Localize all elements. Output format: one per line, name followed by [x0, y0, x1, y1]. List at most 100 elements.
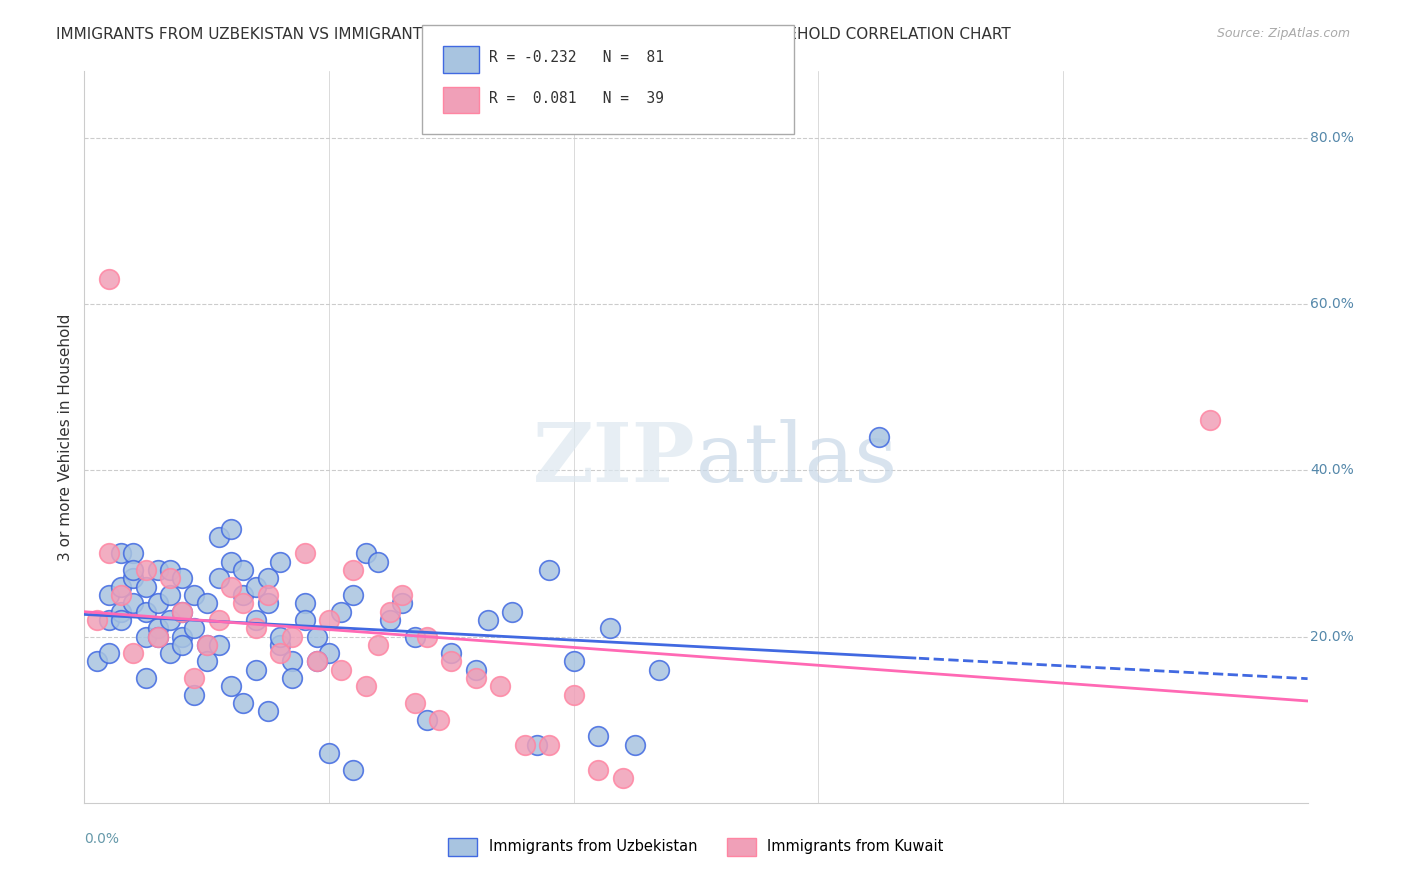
Point — [122, 646, 145, 660]
Point — [159, 646, 181, 660]
Point — [146, 563, 169, 577]
Text: Source: ZipAtlas.com: Source: ZipAtlas.com — [1216, 27, 1350, 40]
Point — [354, 680, 377, 694]
Point — [172, 630, 194, 644]
Point — [208, 530, 231, 544]
Point — [318, 746, 340, 760]
Point — [97, 588, 120, 602]
Point — [257, 571, 280, 585]
Point — [354, 546, 377, 560]
Point — [281, 630, 304, 644]
Point — [380, 613, 402, 627]
Point — [294, 546, 316, 560]
Point — [232, 588, 254, 602]
Point — [404, 630, 426, 644]
Point — [648, 663, 671, 677]
Point — [122, 546, 145, 560]
Point — [97, 546, 120, 560]
Point — [195, 655, 218, 669]
Point — [404, 696, 426, 710]
Point — [586, 729, 609, 743]
Point — [281, 671, 304, 685]
Point — [110, 605, 132, 619]
Point — [869, 430, 891, 444]
Point — [416, 713, 439, 727]
Point — [135, 580, 157, 594]
Point — [172, 605, 194, 619]
Point — [526, 738, 548, 752]
Point — [135, 671, 157, 685]
Point — [367, 638, 389, 652]
Point — [122, 571, 145, 585]
Point — [208, 613, 231, 627]
Point — [86, 613, 108, 627]
Point — [538, 738, 561, 752]
Point — [330, 663, 353, 677]
Point — [305, 655, 328, 669]
Point — [97, 272, 120, 286]
Point — [440, 646, 463, 660]
Text: 60.0%: 60.0% — [1310, 297, 1354, 311]
Point — [599, 621, 621, 635]
Text: 40.0%: 40.0% — [1310, 463, 1354, 477]
Point — [172, 638, 194, 652]
Text: R =  0.081   N =  39: R = 0.081 N = 39 — [489, 91, 664, 105]
Point — [562, 688, 585, 702]
Point — [122, 563, 145, 577]
Point — [208, 571, 231, 585]
Point — [135, 630, 157, 644]
Point — [97, 613, 120, 627]
Point — [464, 671, 486, 685]
Point — [477, 613, 499, 627]
Text: R = -0.232   N =  81: R = -0.232 N = 81 — [489, 51, 664, 65]
Point — [208, 638, 231, 652]
Point — [219, 580, 242, 594]
Legend: Immigrants from Uzbekistan, Immigrants from Kuwait: Immigrants from Uzbekistan, Immigrants f… — [443, 832, 949, 862]
Point — [110, 588, 132, 602]
Point — [538, 563, 561, 577]
Point — [110, 546, 132, 560]
Point — [146, 630, 169, 644]
Point — [269, 638, 291, 652]
Point — [464, 663, 486, 677]
Point — [183, 671, 205, 685]
Point — [195, 638, 218, 652]
Text: 80.0%: 80.0% — [1310, 131, 1354, 145]
Text: 0.0%: 0.0% — [84, 832, 120, 846]
Point — [318, 646, 340, 660]
Point — [245, 580, 267, 594]
Point — [342, 588, 364, 602]
Point — [183, 688, 205, 702]
Point — [391, 596, 413, 610]
Point — [146, 596, 169, 610]
Point — [245, 621, 267, 635]
Point — [232, 563, 254, 577]
Point — [257, 588, 280, 602]
Point — [586, 763, 609, 777]
Point — [110, 580, 132, 594]
Point — [245, 663, 267, 677]
Point — [269, 630, 291, 644]
Point — [427, 713, 450, 727]
Point — [330, 605, 353, 619]
Point — [232, 596, 254, 610]
Point — [391, 588, 413, 602]
Y-axis label: 3 or more Vehicles in Household: 3 or more Vehicles in Household — [58, 313, 73, 561]
Point — [281, 655, 304, 669]
Point — [318, 613, 340, 627]
Point — [195, 596, 218, 610]
Point — [342, 563, 364, 577]
Point — [269, 646, 291, 660]
Point — [416, 630, 439, 644]
Point — [159, 613, 181, 627]
Point — [135, 605, 157, 619]
Point — [1198, 413, 1220, 427]
Point — [305, 655, 328, 669]
Point — [219, 555, 242, 569]
Point — [183, 621, 205, 635]
Point — [245, 613, 267, 627]
Point — [502, 605, 524, 619]
Point — [159, 571, 181, 585]
Point — [159, 563, 181, 577]
Point — [294, 596, 316, 610]
